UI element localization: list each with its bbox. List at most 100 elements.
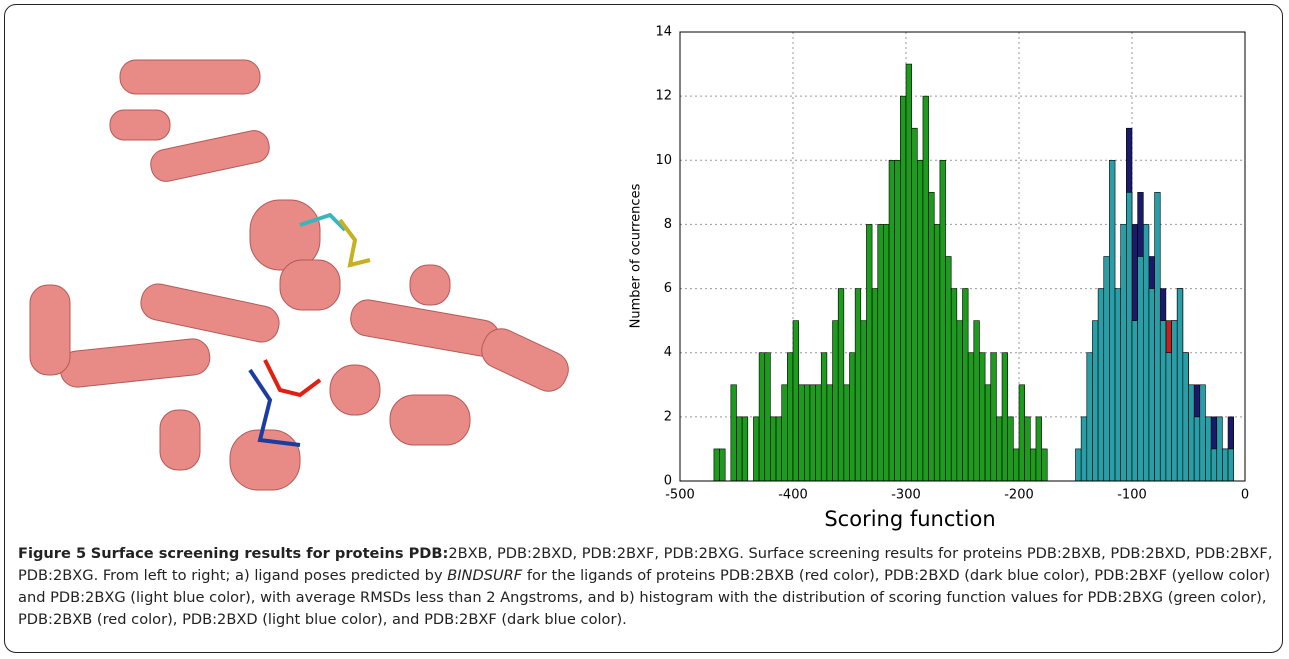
- histogram-bar: [866, 224, 873, 482]
- histogram-bar: [1199, 384, 1206, 482]
- histogram-bar: [888, 159, 895, 482]
- histogram-bar: [1210, 448, 1218, 482]
- histogram-bar: [1080, 416, 1088, 482]
- histogram-bar: [730, 384, 737, 482]
- histogram-bar: [1092, 320, 1099, 482]
- histogram-bar: [753, 416, 760, 482]
- x-tick-label: -400: [778, 488, 808, 503]
- x-tick-label: -200: [1004, 488, 1034, 503]
- histogram-bar: [939, 159, 946, 482]
- histogram-bar: [1193, 416, 1201, 482]
- histogram-bar: [809, 384, 816, 482]
- plot-frame: [679, 31, 1246, 482]
- histogram-bar: [990, 352, 997, 482]
- histogram-bar: [719, 448, 726, 482]
- histogram-bar: [849, 352, 856, 482]
- histogram-bar: [979, 352, 986, 482]
- histogram-bar: [1216, 416, 1223, 482]
- histogram-bar: [877, 224, 884, 482]
- histogram-bar: [1176, 288, 1184, 482]
- histogram-bar: [928, 192, 935, 482]
- histogram-bar: [1120, 224, 1127, 482]
- histogram-bar: [922, 95, 929, 482]
- caption-lead: 2BXB, PDB:2BXD, PDB:2BXF, PDB:2BXG. Surf…: [18, 545, 1273, 584]
- histogram-bar: [843, 384, 850, 482]
- histogram-bar: [792, 320, 799, 482]
- histogram-bar: [1205, 416, 1212, 482]
- y-tick-label: 0: [664, 474, 672, 489]
- histogram-bar: [770, 416, 777, 482]
- histogram-bar: [973, 320, 980, 482]
- histogram-bar: [1086, 352, 1093, 482]
- histogram-bar: [787, 352, 794, 482]
- histogram-bar: [1165, 352, 1172, 482]
- histogram-bar: [967, 352, 975, 482]
- histogram-bar: [854, 288, 862, 482]
- histogram-bar: [803, 384, 811, 482]
- histogram-bar: [775, 416, 782, 482]
- histogram-bar: [1188, 384, 1195, 482]
- histogram-bar: [984, 384, 992, 482]
- histogram-bar: [860, 320, 867, 482]
- histogram-bar: [911, 127, 918, 482]
- histogram-bar: [736, 416, 743, 482]
- figure-frame: [4, 4, 1283, 653]
- x-tick-label: 0: [1241, 488, 1249, 503]
- figure-label: Figure 5: [18, 545, 87, 562]
- histogram-bar: [826, 384, 833, 482]
- y-tick-label: 6: [664, 281, 672, 296]
- histogram-bar: [832, 320, 839, 482]
- histogram-bar: [764, 352, 771, 482]
- histogram-bar: [713, 448, 720, 482]
- y-tick-label: 12: [655, 89, 672, 104]
- histogram-bar: [1097, 288, 1105, 482]
- y-tick-label: 2: [664, 409, 672, 424]
- histogram-bar: [1137, 256, 1144, 482]
- histogram-bar: [900, 95, 907, 482]
- histogram-bar: [1131, 320, 1138, 482]
- histogram-bar: [1222, 448, 1229, 482]
- y-tick-label: 14: [655, 25, 672, 40]
- histogram-bar: [1030, 448, 1037, 482]
- histogram-bar: [1103, 256, 1110, 482]
- histogram-bar: [1114, 288, 1122, 482]
- histogram-bar: [1041, 448, 1048, 482]
- histogram-bar: [758, 352, 766, 482]
- histogram-bar: [837, 288, 845, 482]
- histogram-bar: [1024, 416, 1031, 482]
- figure: Scoring function Number of ocurrences 0 2…: [29, 25, 1249, 531]
- histogram-bar: [1171, 320, 1178, 482]
- x-tick-label: -500: [665, 488, 695, 503]
- histogram-bar: [1018, 384, 1025, 482]
- histogram-bar: [1182, 352, 1189, 482]
- histogram-bar: [1148, 288, 1155, 482]
- ligands: [248, 212, 371, 447]
- histogram-bar: [1126, 192, 1133, 482]
- histogram-bar: [815, 384, 822, 482]
- histogram-bar: [741, 416, 749, 482]
- caption-tool: BINDSURF: [447, 567, 523, 584]
- histogram-bar: [945, 256, 952, 482]
- histogram-bar: [871, 288, 879, 482]
- histogram-bar: [820, 352, 828, 482]
- histogram-bar: [933, 224, 941, 482]
- histogram-bar: [916, 159, 924, 482]
- histogram-bar: [781, 384, 788, 482]
- x-tick-label: -300: [891, 488, 921, 503]
- histogram-bar: [1227, 448, 1235, 482]
- histogram-bar: [1035, 416, 1042, 482]
- y-tick-label: 4: [664, 345, 672, 360]
- x-axis-label: Scoring function: [824, 507, 995, 531]
- caption: Figure 5 Surface screening results for p…: [18, 543, 1280, 631]
- y-axis-label: Number of ocurrences: [629, 183, 644, 328]
- y-tick-label: 8: [664, 217, 672, 232]
- histogram-bar: [1075, 448, 1082, 482]
- histogram-bar: [1013, 448, 1020, 482]
- histogram-bar: [1159, 320, 1167, 482]
- caption-bold: Surface screening results for proteins P…: [90, 545, 449, 562]
- histogram-bar: [1154, 192, 1161, 482]
- y-tick-label: 10: [655, 153, 672, 168]
- histogram-bar: [905, 63, 912, 482]
- histogram-bar: [883, 224, 890, 482]
